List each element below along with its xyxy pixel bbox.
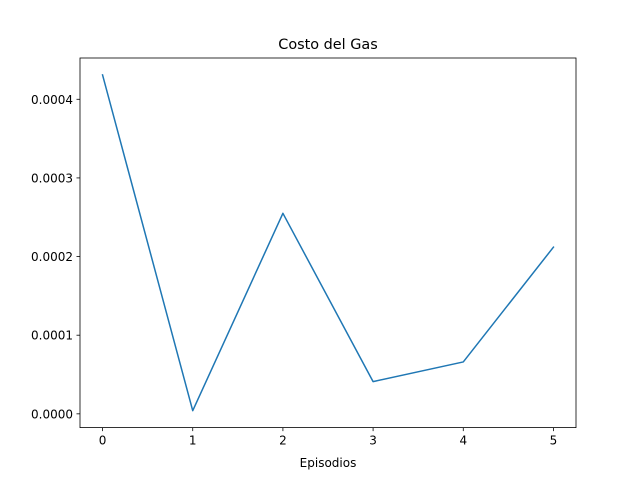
- y-tick-label: 0.0002: [31, 250, 73, 264]
- y-tick-label: 0.0000: [31, 407, 73, 421]
- y-axis: 0.0000 0.0001 0.0002 0.0003 0.0004: [31, 93, 80, 421]
- plot-area: [101, 73, 555, 412]
- chart-title: Costo del Gas: [278, 37, 377, 53]
- x-tick-label: 0: [99, 434, 107, 448]
- y-tick-label: 0.0001: [31, 329, 73, 343]
- x-tick-label: 5: [550, 434, 558, 448]
- x-tick-label: 3: [369, 434, 377, 448]
- x-axis: 0 1 2 3 4 5: [99, 427, 558, 448]
- x-tick-label: 1: [189, 434, 197, 448]
- y-tick-label: 0.0004: [31, 93, 73, 107]
- y-tick-label: 0.0003: [31, 171, 73, 185]
- axes-frame: [79, 57, 577, 429]
- x-tick-label: 4: [459, 434, 467, 448]
- x-axis-label: Episodios: [300, 456, 357, 470]
- series-line-0: [101, 73, 555, 412]
- x-tick-label: 2: [279, 434, 287, 448]
